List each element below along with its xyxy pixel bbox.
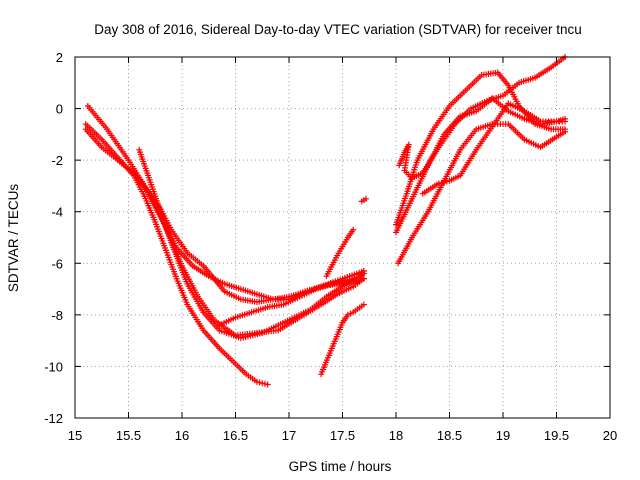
x-tick-label: 20 <box>603 428 617 443</box>
data-point <box>360 268 367 275</box>
series-track-14 <box>419 100 569 197</box>
data-point <box>441 179 448 186</box>
data-point <box>562 115 569 122</box>
x-tick-label: 18.5 <box>437 428 462 443</box>
data-point <box>347 310 354 317</box>
data-point <box>350 226 357 233</box>
y-tick-label: -6 <box>51 256 63 271</box>
data-point <box>264 381 271 388</box>
data-point <box>344 311 351 318</box>
data-point <box>358 276 365 283</box>
x-tick-label: 16 <box>175 428 189 443</box>
grid-lines <box>75 57 610 418</box>
x-tick-label: 17 <box>282 428 296 443</box>
axis-tickmarks <box>74 56 611 419</box>
data-markers <box>82 54 569 388</box>
x-tick-labels: 15 15.5 16 16.5 17 17.5 18 18.5 19 19.5 20 <box>68 428 617 443</box>
data-point <box>435 180 442 187</box>
series-track-1 <box>82 121 271 388</box>
y-tick-label: -2 <box>51 153 63 168</box>
series-track-11 <box>393 69 569 228</box>
data-point <box>562 128 569 135</box>
series-track-8 <box>323 226 357 280</box>
data-point <box>253 378 260 385</box>
x-tick-label: 17.5 <box>330 428 355 443</box>
x-tick-label: 16.5 <box>223 428 248 443</box>
y-tick-label: -10 <box>44 359 63 374</box>
series-track-12 <box>393 95 569 236</box>
data-point <box>360 275 367 282</box>
data-point <box>261 380 268 387</box>
y-tick-labels: -12 -10 -8 -6 -4 -2 0 2 <box>44 50 63 426</box>
x-axis-label: GPS time / hours <box>289 459 392 474</box>
data-point <box>256 379 263 386</box>
data-point <box>443 178 450 185</box>
series-track-7 <box>318 301 367 378</box>
x-tick-label: 18 <box>389 428 403 443</box>
y-tick-label: 0 <box>56 102 63 117</box>
series-track-3 <box>84 102 367 303</box>
y-tick-label: 2 <box>56 50 63 65</box>
y-axis-label: SDTVAR / TECUs <box>6 184 21 293</box>
y-tick-label: -4 <box>51 205 63 220</box>
chart-title: Day 308 of 2016, Sidereal Day-to-day VTE… <box>94 22 581 37</box>
series-track-6 <box>216 268 367 329</box>
x-tick-label: 15.5 <box>116 428 141 443</box>
data-point <box>438 179 445 186</box>
x-tick-label: 19 <box>496 428 510 443</box>
x-tick-label: 15 <box>68 428 82 443</box>
data-point <box>360 301 367 308</box>
data-point <box>259 380 266 387</box>
series-track-9 <box>358 195 370 205</box>
y-tick-label: -12 <box>44 411 63 426</box>
data-point <box>363 195 370 202</box>
series-track-13 <box>395 121 569 267</box>
y-tick-label: -8 <box>51 308 63 323</box>
x-tick-label: 19.5 <box>544 428 569 443</box>
